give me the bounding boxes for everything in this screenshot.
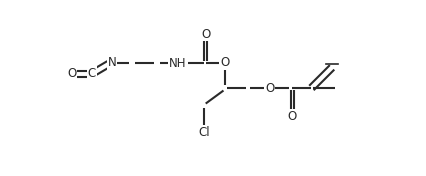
- Text: Cl: Cl: [198, 126, 210, 139]
- Text: C: C: [88, 67, 96, 80]
- Text: O: O: [67, 67, 76, 80]
- Text: O: O: [288, 110, 297, 123]
- Text: N: N: [108, 56, 116, 69]
- Text: NH: NH: [169, 57, 187, 70]
- Text: O: O: [220, 56, 230, 69]
- Text: O: O: [201, 27, 210, 40]
- Text: O: O: [265, 81, 274, 95]
